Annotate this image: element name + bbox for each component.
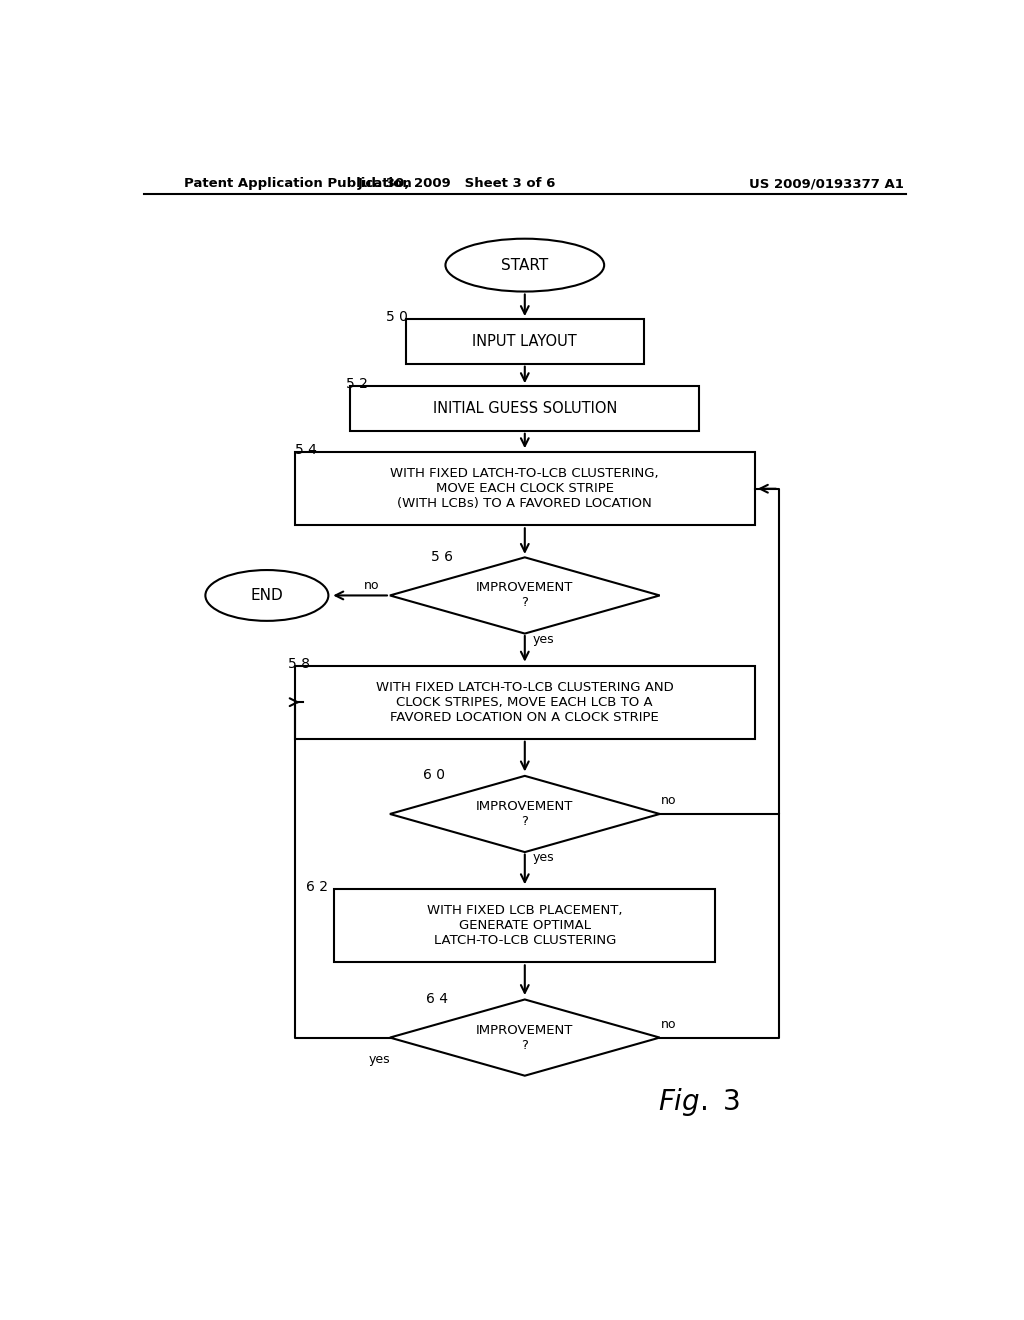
Text: $\mathit{Fig.}\ \mathit{3}$: $\mathit{Fig.}\ \mathit{3}$ — [658, 1085, 740, 1118]
Text: WITH FIXED LATCH-TO-LCB CLUSTERING AND
CLOCK STRIPES, MOVE EACH LCB TO A
FAVORED: WITH FIXED LATCH-TO-LCB CLUSTERING AND C… — [376, 681, 674, 723]
Text: yes: yes — [532, 851, 554, 865]
Bar — [295, 453, 755, 525]
Text: 5 6: 5 6 — [431, 550, 454, 564]
Text: IMPROVEMENT
?: IMPROVEMENT ? — [476, 800, 573, 828]
Text: 5 0: 5 0 — [386, 310, 408, 323]
Text: 6 0: 6 0 — [423, 768, 445, 783]
Text: 6 4: 6 4 — [426, 991, 447, 1006]
Text: WITH FIXED LATCH-TO-LCB CLUSTERING,
MOVE EACH CLOCK STRIPE
(WITH LCBs) TO A FAVO: WITH FIXED LATCH-TO-LCB CLUSTERING, MOVE… — [390, 467, 659, 511]
Text: IMPROVEMENT
?: IMPROVEMENT ? — [476, 1023, 573, 1052]
Text: no: no — [365, 578, 380, 591]
Text: 6 2: 6 2 — [306, 880, 328, 894]
Text: 5 8: 5 8 — [289, 656, 310, 671]
Text: US 2009/0193377 A1: US 2009/0193377 A1 — [749, 177, 904, 190]
Text: 5 4: 5 4 — [295, 444, 316, 457]
Text: END: END — [251, 587, 284, 603]
Text: INPUT LAYOUT: INPUT LAYOUT — [472, 334, 578, 348]
Text: no: no — [662, 1018, 677, 1031]
Text: 5 2: 5 2 — [346, 378, 368, 391]
Text: START: START — [501, 257, 549, 273]
Bar — [295, 665, 755, 739]
Text: IMPROVEMENT
?: IMPROVEMENT ? — [476, 581, 573, 610]
Bar — [350, 385, 699, 430]
Bar — [334, 890, 715, 962]
Bar — [406, 319, 644, 364]
Text: yes: yes — [532, 632, 554, 645]
Text: WITH FIXED LCB PLACEMENT,
GENERATE OPTIMAL
LATCH-TO-LCB CLUSTERING: WITH FIXED LCB PLACEMENT, GENERATE OPTIM… — [427, 904, 623, 948]
Text: no: no — [662, 795, 677, 808]
Text: Patent Application Publication: Patent Application Publication — [183, 177, 412, 190]
Text: Jul. 30, 2009   Sheet 3 of 6: Jul. 30, 2009 Sheet 3 of 6 — [358, 177, 556, 190]
Text: INITIAL GUESS SOLUTION: INITIAL GUESS SOLUTION — [432, 401, 617, 416]
Text: yes: yes — [369, 1053, 390, 1067]
